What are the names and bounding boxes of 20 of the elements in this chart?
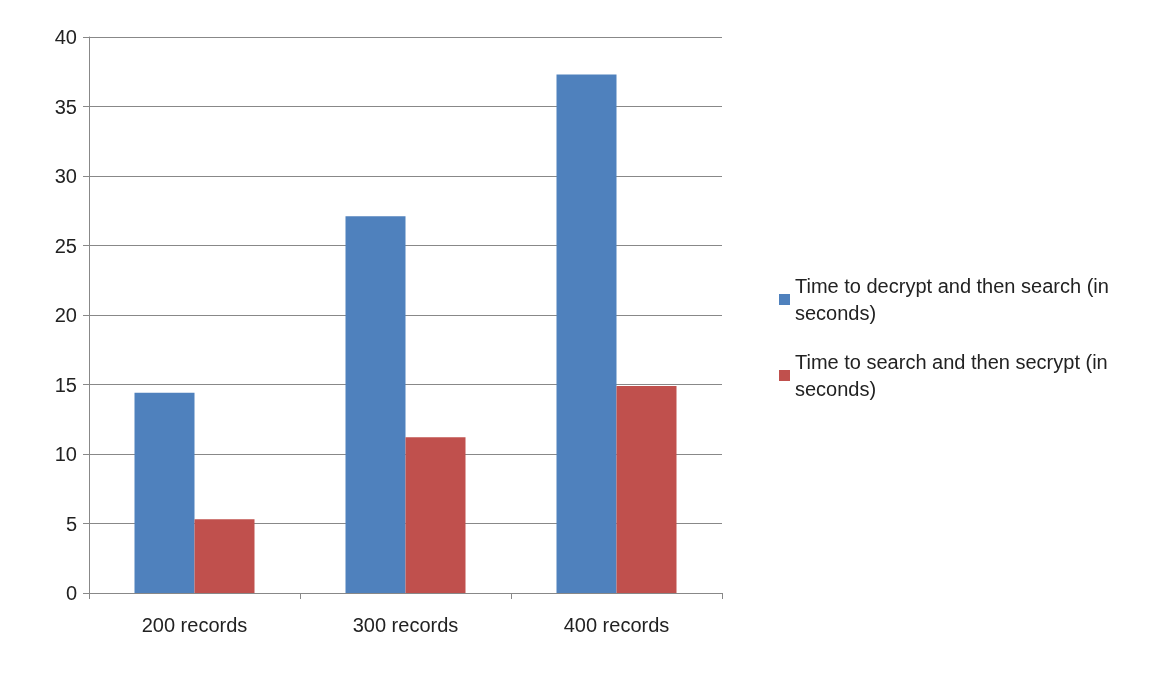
x-tick-label: 300 records [352, 614, 459, 636]
bar [134, 392, 195, 593]
y-tick-label: 10 [54, 443, 77, 465]
y-tick-label: 0 [65, 582, 77, 604]
legend-label: Time to search and then secrypt (in seconds) [795, 351, 1114, 400]
y-tick-label: 35 [54, 95, 77, 118]
y-tick-label: 20 [54, 304, 77, 326]
x-tick-label: 200 records [141, 614, 248, 636]
y-tick-label: 30 [54, 165, 77, 187]
bar [616, 385, 677, 593]
y-tick-label: 15 [54, 373, 77, 396]
y-tick-label: 25 [54, 234, 77, 257]
y-tick-label: 5 [65, 512, 77, 535]
y-tick-label: 40 [54, 26, 77, 48]
bar [405, 437, 466, 593]
bar [556, 74, 617, 593]
x-tick-label: 400 records [563, 614, 670, 636]
legend-label: Time to decrypt and then search (in seconds) [795, 275, 1115, 324]
bar [194, 519, 255, 593]
bar [345, 216, 406, 593]
